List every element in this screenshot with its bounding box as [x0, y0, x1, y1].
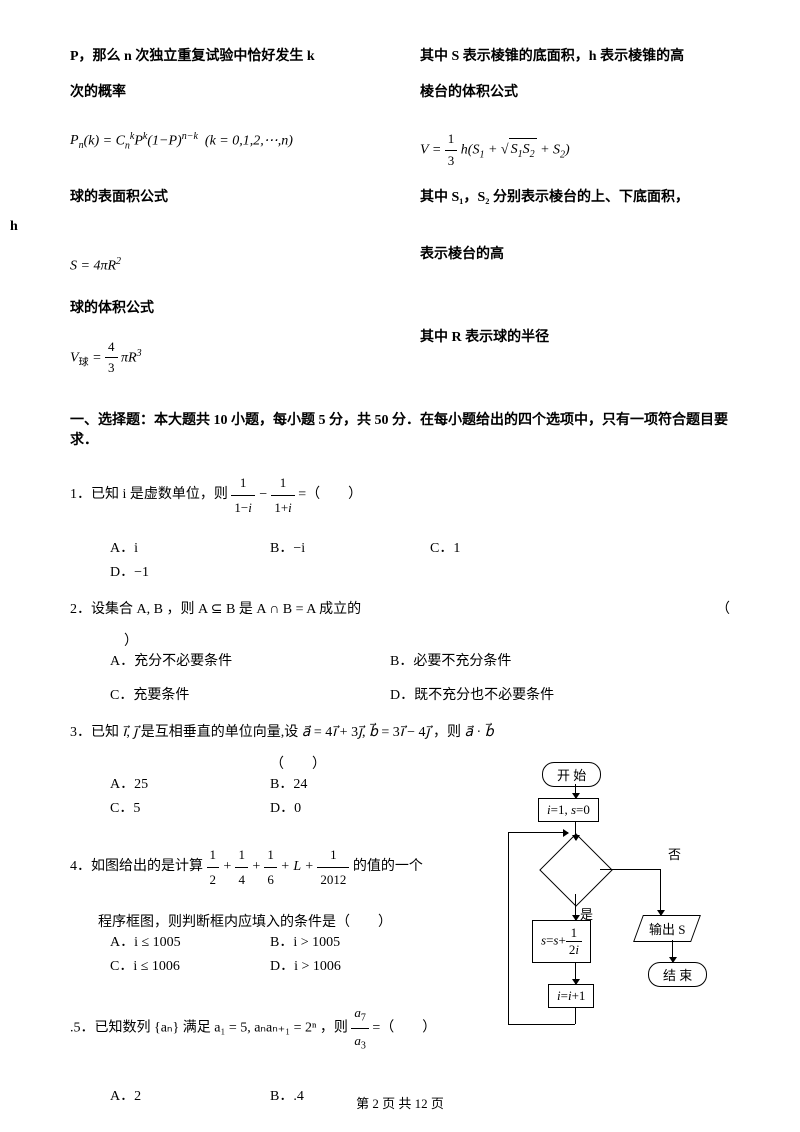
q2-opt-a: A．充分不必要条件 [110, 650, 390, 670]
v-sphere-note: 其中 R 表示球的半径 [420, 330, 549, 345]
q1-opt-b: B．−i [270, 537, 430, 557]
q1-opt-d: D．−1 [110, 561, 270, 581]
question-5: .5．已知数列 {aₙ} 满足 a₁ = 5, aₙaₙ₊₁ = 2ⁿ ，则 a… [70, 991, 490, 1109]
left-line2: 次的概率 [70, 85, 126, 100]
section-1-title: 一、选择题：本大题共 10 小题，每小题 5 分，共 50 分．在每小题给出的四… [70, 409, 730, 449]
q3-opt-d: D．0 [270, 797, 430, 817]
fc-decision [539, 833, 613, 907]
q4-opt-a: A．i ≤ 1005 [110, 931, 270, 951]
sphere-vol-title: 球的体积公式 [70, 301, 154, 316]
q2-opt-d: D．既不充分也不必要条件 [390, 684, 670, 704]
q4-opt-c: C．i ≤ 1006 [110, 955, 270, 975]
flowchart: 开 始 i=1, s=0 是 否 s=s+12i 输出 S 结 束 i=i+1 [500, 762, 730, 1072]
pn-formula: Pn(k) = CnkPk(1−P)n−k (k = 0,1,2,⋯,n) [70, 129, 380, 172]
q3-opt-c: C．5 [110, 797, 270, 817]
fc-inc-i: i=i+1 [548, 984, 594, 1008]
q1-opt-c: C．1 [430, 537, 590, 557]
q3-opt-b: B．24 [270, 773, 430, 793]
header-right: 其中 S 表示棱锥的底面积，h 表示棱锥的高 [420, 49, 684, 64]
v-frustum-formula: V = 13 h(S1 + √S1S2 + S2) [420, 129, 730, 172]
sphere-area-title: 球的表面积公式 [70, 190, 168, 205]
page-footer: 第 2 页 共 12 页 [0, 1093, 800, 1112]
right-line2: 棱台的体积公式 [420, 85, 518, 100]
q2-opt-c: C．充要条件 [110, 684, 390, 704]
question-1: 1．已知 i 是虚数单位，则 11−i − 11+i =（ ） A．i B．−i… [70, 461, 730, 585]
question-2: 2．设集合 A, B ，则 A ⊆ B 是 A ∩ B = A 成立的 （ ） … [70, 597, 730, 708]
formula-reference: P，那么 n 次独立重复试验中恰好发生 k 其中 S 表示棱锥的底面积，h 表示… [70, 46, 730, 389]
v-sphere-formula: V球 = 43 πR3 [70, 337, 380, 380]
q4-opt-b: B．i > 1005 [270, 931, 430, 951]
q4-opt-d: D．i > 1006 [270, 955, 430, 975]
s-note: 表示棱台的高 [420, 247, 504, 262]
q2-opt-b: B．必要不充分条件 [390, 650, 670, 670]
sphere-area-note: 其中 S₁，S₂ 分别表示棱台的上、下底面积， [420, 190, 689, 205]
fc-update-s: s=s+12i [532, 920, 591, 963]
question-4: 4．如图给出的是计算 12 + 14 + 16 + L + 12012 的值的一… [70, 833, 490, 979]
s-formula: S = 4πR2 [70, 254, 380, 278]
header-left: P，那么 n 次独立重复试验中恰好发生 k [70, 49, 315, 64]
h-note: h [10, 219, 18, 234]
q3-opt-a: A．25 [110, 773, 270, 793]
fc-start: 开 始 [542, 762, 601, 787]
fc-init: i=1, s=0 [538, 798, 599, 822]
fc-end: 结 束 [648, 962, 707, 987]
fc-output: 输出 S [633, 915, 701, 942]
q1-opt-a: A．i [110, 537, 270, 557]
